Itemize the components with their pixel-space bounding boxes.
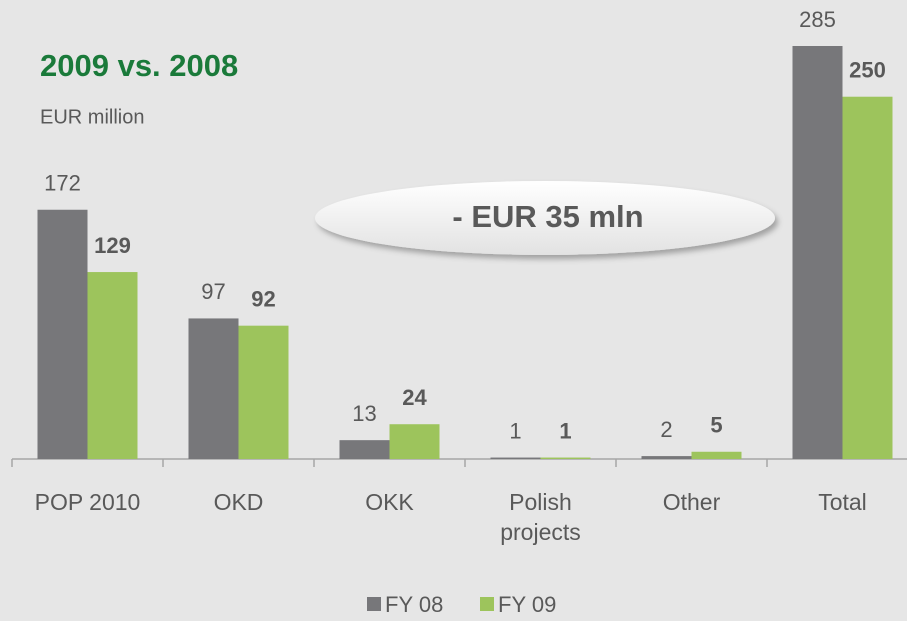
annotation: - EUR 35 mln: [452, 199, 643, 234]
data-label: 24: [402, 385, 427, 410]
bar: [691, 451, 742, 459]
legend-swatch: [367, 597, 381, 611]
x-tick-label: POP 2010: [34, 489, 141, 515]
chart-subtitle: EUR million: [40, 106, 144, 128]
data-label: 1: [559, 418, 571, 443]
annotation-bubble: [315, 181, 775, 255]
legend-label: FY 08: [385, 592, 443, 617]
data-label: 92: [251, 286, 275, 311]
bar: [188, 318, 239, 459]
x-tick-label: OKK: [365, 489, 414, 515]
bar: [792, 46, 843, 459]
legend-label: FY 09: [498, 592, 556, 617]
bar: [238, 325, 289, 459]
x-tick-label: Total: [818, 489, 867, 515]
x-tick-label: OKD: [213, 489, 264, 515]
data-label: 5: [710, 413, 722, 438]
bar: [842, 96, 893, 459]
bar: [540, 457, 591, 459]
data-label: 250: [849, 58, 886, 83]
bar: [490, 457, 541, 459]
data-label: 129: [94, 233, 131, 258]
data-label: 97: [201, 279, 225, 304]
legend-swatch: [480, 597, 494, 611]
bar: [389, 424, 440, 459]
x-tick-label: Other: [662, 489, 721, 515]
bar: [339, 440, 390, 459]
data-label: 172: [44, 171, 81, 196]
bar: [37, 209, 88, 459]
data-label: 285: [799, 7, 836, 32]
x-tick-label: Polish projects: [500, 489, 581, 545]
data-label: 13: [352, 401, 376, 426]
bar: [87, 272, 138, 459]
chart-title: 2009 vs. 2008: [40, 48, 238, 83]
data-label: 1: [509, 418, 521, 443]
bar: [641, 456, 692, 459]
data-label: 2: [660, 417, 672, 442]
